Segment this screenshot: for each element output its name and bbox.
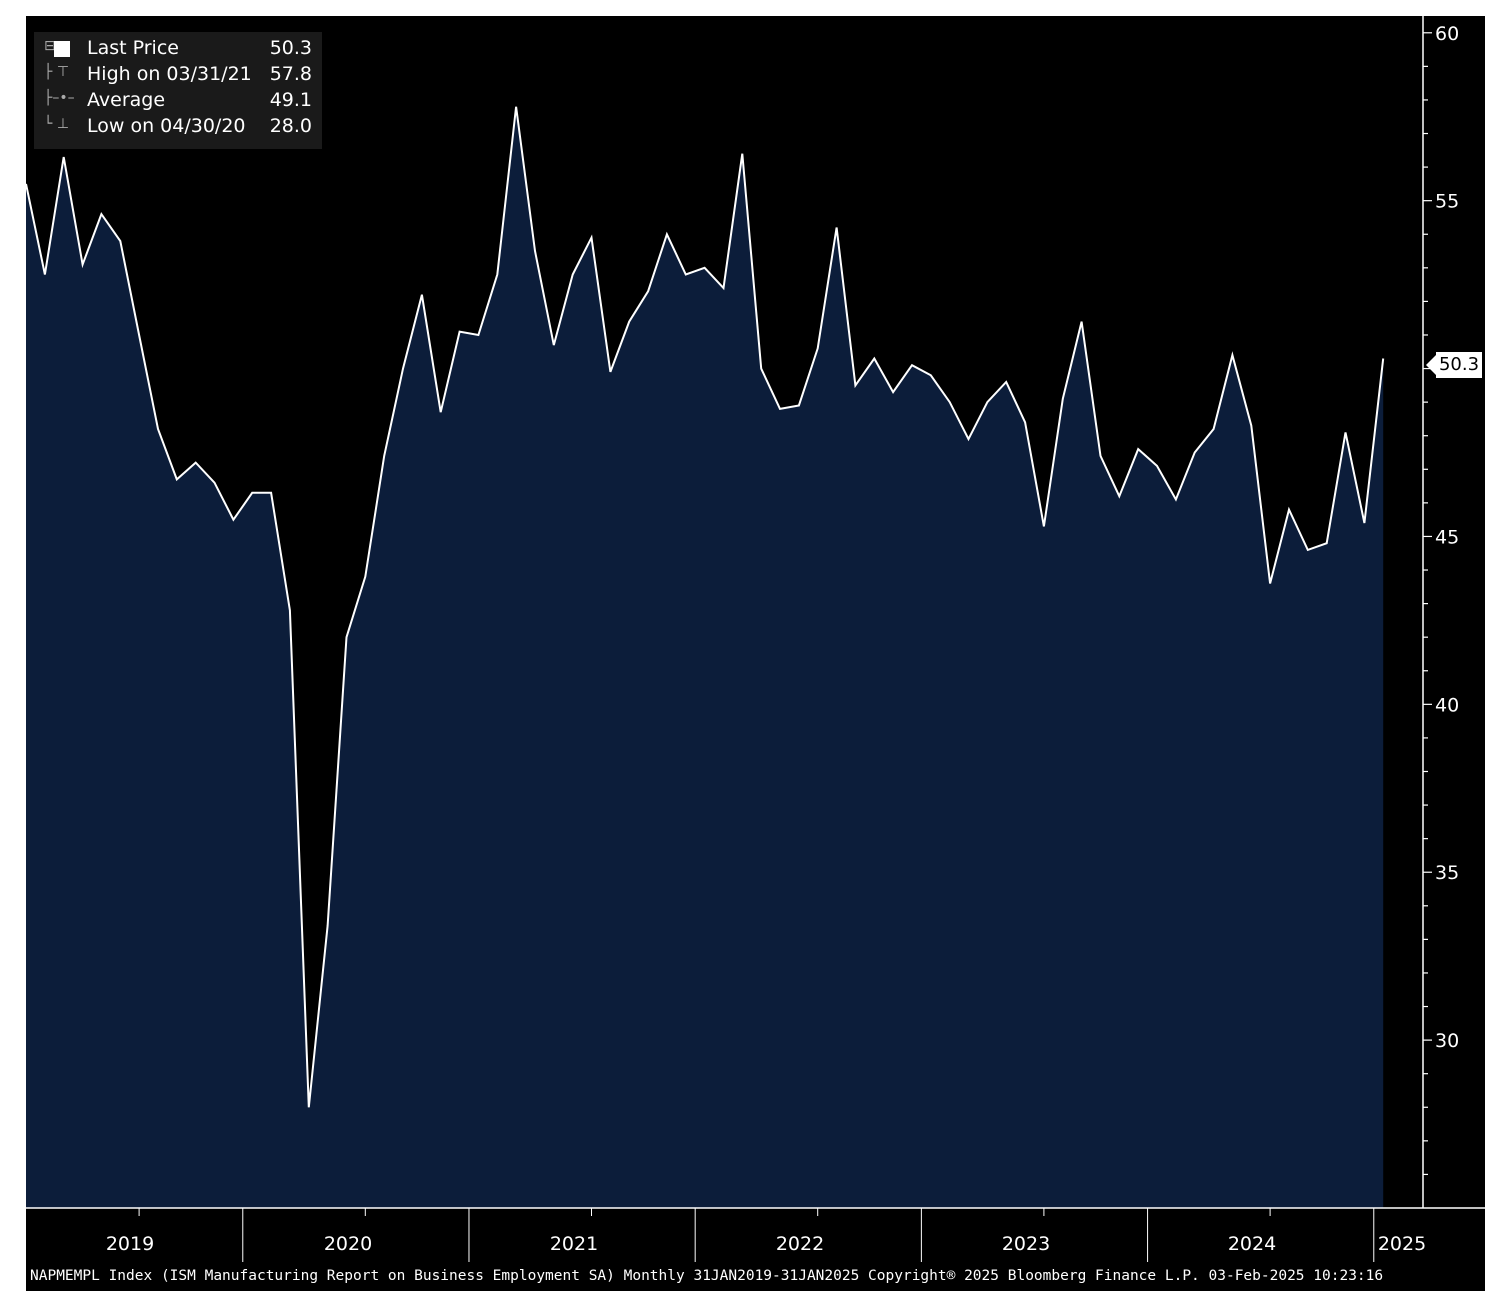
series-area: [26, 106, 1384, 1209]
high-marker-icon: ├ ⊤: [44, 64, 70, 80]
legend-value: 28.0: [269, 115, 312, 137]
legend-row-average: ├–•– Average 49.1: [34, 88, 322, 114]
last-value-tag: 50.3: [1426, 352, 1482, 378]
y-tick-label: 55: [1435, 191, 1459, 213]
legend-row-last-price: ⊟ Last Price 50.3: [34, 36, 322, 62]
x-tick-label: 2022: [776, 1233, 824, 1255]
y-tick-label: 60: [1435, 23, 1459, 45]
legend-row-low: └ ⊥ Low on 04/30/20 28.0: [34, 114, 322, 140]
chart-footer: NAPMEMPL Index (ISM Manufacturing Report…: [30, 1268, 1384, 1284]
x-tick-label: 2021: [550, 1233, 598, 1255]
legend-label: Last Price: [87, 37, 179, 59]
legend-value: 49.1: [269, 89, 312, 111]
low-marker-icon: └ ⊥: [44, 116, 70, 132]
white-square-swatch: [54, 41, 70, 57]
legend-label: Low on 04/30/20: [87, 115, 246, 137]
collapse-box-icon[interactable]: ⊟: [44, 38, 56, 54]
chart-frame: 3035404550556020192020202120222023202420…: [26, 16, 1485, 1291]
x-tick-label: 2019: [106, 1233, 154, 1255]
x-tick-label: 2023: [1002, 1233, 1050, 1255]
average-marker-icon: ├–•–: [44, 90, 75, 106]
x-tick-label: 2020: [324, 1233, 372, 1255]
legend-value: 50.3: [269, 37, 312, 59]
chart-plot: 3035404550556020192020202120222023202420…: [26, 16, 1485, 1262]
legend-row-high: ├ ⊤ High on 03/31/21 57.8: [34, 62, 322, 88]
y-tick-label: 40: [1435, 694, 1459, 716]
legend-value: 57.8: [269, 63, 312, 85]
y-tick-label: 30: [1435, 1030, 1459, 1052]
series-line: [26, 106, 1385, 1108]
x-tick-label: 2025: [1378, 1233, 1426, 1255]
x-tick-label: 2024: [1228, 1233, 1276, 1255]
legend-label: Average: [87, 89, 166, 111]
legend-label: High on 03/31/21: [87, 63, 252, 85]
y-tick-label: 45: [1435, 526, 1459, 548]
legend: ⊟ Last Price 50.3 ├ ⊤ High on 03/31/21 5…: [34, 32, 322, 149]
y-tick-label: 35: [1435, 862, 1459, 884]
